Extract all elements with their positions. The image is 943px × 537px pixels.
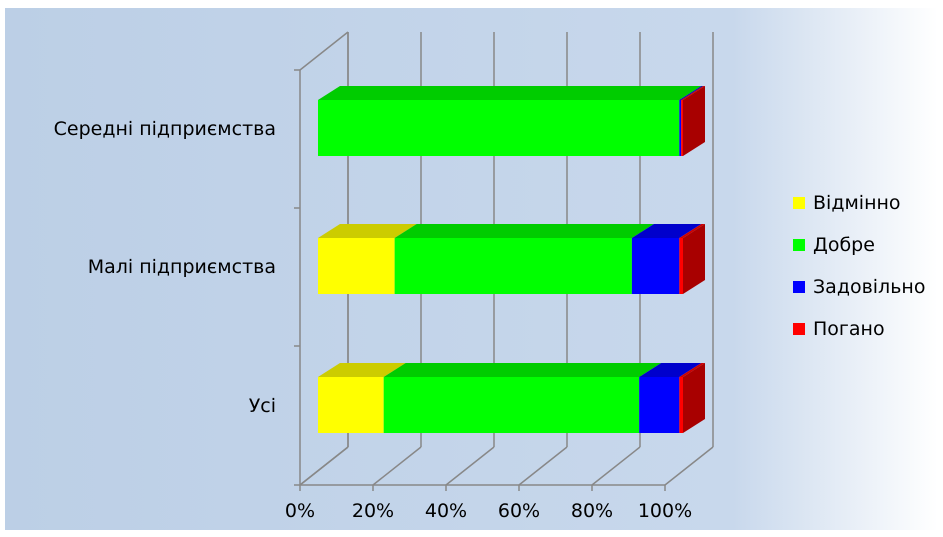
bar-top-0-1 xyxy=(318,86,702,100)
axis-wall-top-edge xyxy=(299,31,349,71)
gridline-floor-0 xyxy=(299,446,349,486)
gridline-floor-2 xyxy=(445,446,495,486)
gridline-floor-1 xyxy=(372,446,422,486)
bar-0-2 xyxy=(679,100,682,156)
bar-2-0 xyxy=(318,377,384,433)
x-tick-label-3: 60% xyxy=(498,500,540,522)
bar-side-2 xyxy=(683,363,705,433)
gridline-floor-4 xyxy=(591,446,641,486)
bar-1-0 xyxy=(318,238,395,294)
legend-label-0: Відмінно xyxy=(813,192,901,214)
bar-0-3 xyxy=(681,100,683,156)
bar-2-1 xyxy=(383,377,640,433)
bar-top-0-2 xyxy=(679,86,704,100)
bar-1-2 xyxy=(631,238,680,294)
x-tick-label-5: 100% xyxy=(638,500,692,522)
bar-top-0-3 xyxy=(681,86,705,100)
bar-1-1 xyxy=(394,238,632,294)
bar-top-2-1 xyxy=(383,363,662,377)
bar-1-3 xyxy=(679,238,683,294)
bar-top-1-0 xyxy=(318,224,417,238)
legend-label-2: Задовільно xyxy=(813,276,925,298)
legend-swatch-3 xyxy=(793,323,805,335)
x-tick-label-1: 20% xyxy=(352,500,394,522)
category-label-2: Усі xyxy=(249,395,276,417)
bar-top-2-2 xyxy=(639,363,702,377)
bar-top-2-0 xyxy=(318,363,406,377)
bar-0-1 xyxy=(318,100,680,156)
x-tick-label-4: 80% xyxy=(571,500,613,522)
legend-label-1: Добре xyxy=(813,234,875,256)
legend-swatch-2 xyxy=(793,281,805,293)
x-tick-label-2: 40% xyxy=(425,500,467,522)
bar-side-1 xyxy=(683,224,705,294)
x-tick-label-0: 0% xyxy=(285,500,315,522)
bar-top-1-3 xyxy=(679,224,705,238)
gridline-floor-5 xyxy=(664,446,714,486)
legend-swatch-0 xyxy=(793,197,805,209)
gridline-floor-3 xyxy=(518,446,568,486)
bar-side-0 xyxy=(683,86,705,156)
legend-swatch-1 xyxy=(793,239,805,251)
bar-top-2-3 xyxy=(679,363,705,377)
category-label-1: Малі підприємства xyxy=(88,256,276,278)
bar-top-1-2 xyxy=(631,224,702,238)
bar-top-1-1 xyxy=(394,224,654,238)
bar-2-3 xyxy=(679,377,683,433)
category-label-0: Середні підприємства xyxy=(54,118,276,140)
bar-2-2 xyxy=(639,377,680,433)
legend-label-3: Погано xyxy=(813,318,885,340)
